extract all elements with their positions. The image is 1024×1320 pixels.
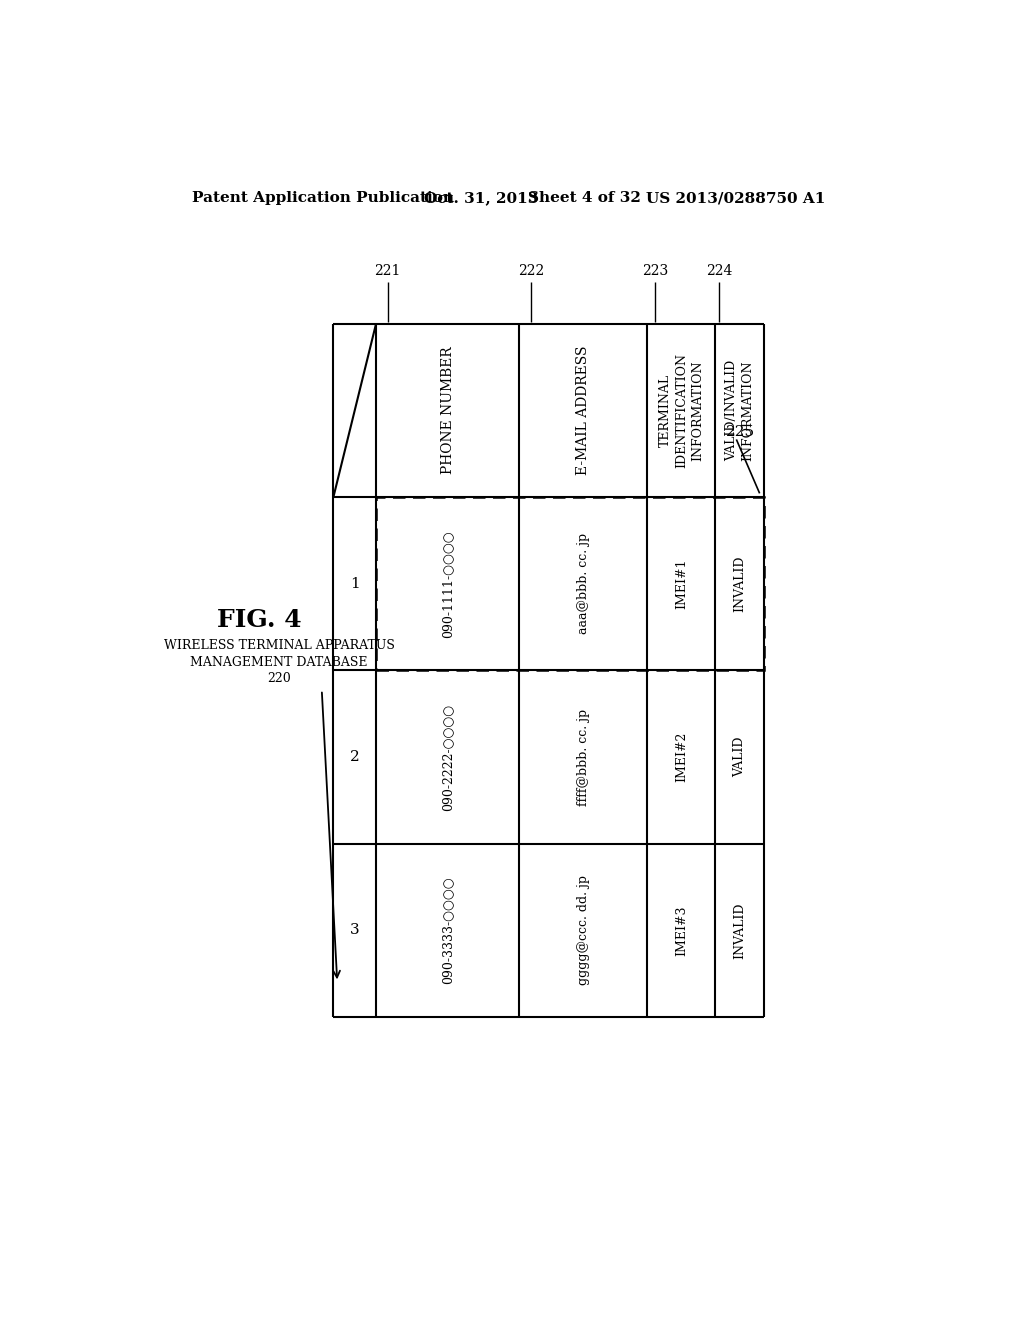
Text: PHONE NUMBER: PHONE NUMBER [440, 347, 455, 474]
Text: 224: 224 [707, 264, 732, 277]
Text: FIG. 4: FIG. 4 [217, 609, 302, 632]
Text: IMEI#2: IMEI#2 [675, 731, 688, 783]
Text: Oct. 31, 2013: Oct. 31, 2013 [424, 191, 539, 206]
Text: VALID/INVALID
INFORMATION: VALID/INVALID INFORMATION [725, 360, 754, 461]
Text: IMEI#3: IMEI#3 [675, 906, 688, 956]
Text: INVALID: INVALID [733, 902, 745, 958]
Text: 090-1111-○○○○: 090-1111-○○○○ [441, 531, 455, 638]
Text: 090-3333-○○○○: 090-3333-○○○○ [441, 876, 455, 985]
Text: E-MAIL ADDRESS: E-MAIL ADDRESS [577, 346, 590, 475]
Text: 225: 225 [726, 425, 755, 438]
Text: 221: 221 [375, 264, 400, 277]
Text: 3: 3 [350, 923, 359, 937]
Text: Patent Application Publication: Patent Application Publication [191, 191, 454, 206]
Text: VALID: VALID [733, 737, 745, 777]
Text: ffff@bbb. cc. jp: ffff@bbb. cc. jp [577, 709, 590, 805]
Text: 1: 1 [350, 577, 359, 591]
Text: 222: 222 [518, 264, 544, 277]
Text: 223: 223 [642, 264, 668, 277]
Text: INVALID: INVALID [733, 556, 745, 612]
Text: TERMINAL
IDENTIFICATION
INFORMATION: TERMINAL IDENTIFICATION INFORMATION [658, 352, 703, 469]
Text: WIRELESS TERMINAL APPARATUS: WIRELESS TERMINAL APPARATUS [164, 639, 394, 652]
Text: IMEI#1: IMEI#1 [675, 558, 688, 609]
Text: 220: 220 [267, 672, 291, 685]
Text: US 2013/0288750 A1: US 2013/0288750 A1 [646, 191, 825, 206]
Text: aaa@bbb. cc. jp: aaa@bbb. cc. jp [577, 533, 590, 635]
Text: gggg@ccc. dd. jp: gggg@ccc. dd. jp [577, 875, 590, 985]
Text: MANAGEMENT DATABASE: MANAGEMENT DATABASE [190, 656, 368, 669]
Bar [376, 498, 764, 671]
Text: 2: 2 [350, 750, 359, 764]
Text: 090-2222-○○○○: 090-2222-○○○○ [441, 704, 455, 810]
Text: Sheet 4 of 32: Sheet 4 of 32 [528, 191, 641, 206]
